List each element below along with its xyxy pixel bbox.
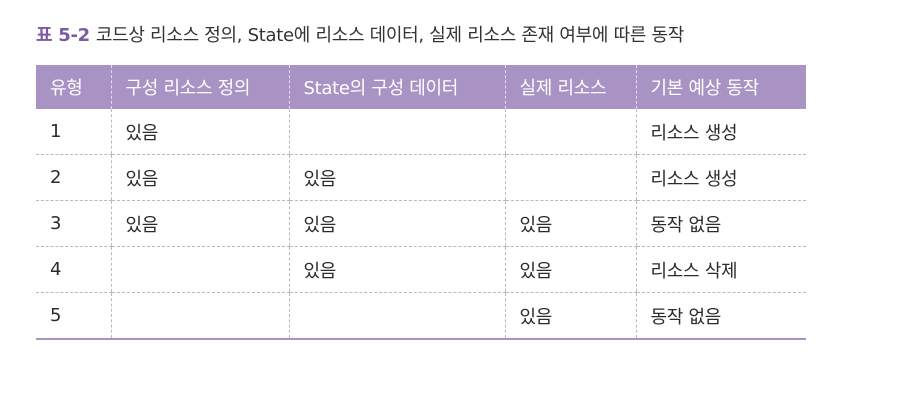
header-config-resource-definition: 구성 리소스 정의 bbox=[110, 65, 289, 109]
cell-state-config-data bbox=[288, 292, 505, 340]
cell-actual-resource: 있음 bbox=[504, 246, 636, 293]
table-row: 4 있음 있음 리소스 삭제 bbox=[36, 246, 806, 293]
table-row: 1 있음 리소스 생성 bbox=[36, 109, 806, 155]
cell-type: 5 bbox=[36, 292, 111, 340]
header-type: 유형 bbox=[36, 65, 111, 109]
header-actual-resource: 실제 리소스 bbox=[504, 65, 636, 109]
table-row: 2 있음 있음 리소스 생성 bbox=[36, 154, 806, 201]
cell-state-config-data bbox=[288, 109, 505, 155]
table-row: 5 있음 동작 없음 bbox=[36, 292, 806, 340]
cell-state-config-data: 있음 bbox=[288, 154, 505, 201]
header-state-config-data: State의 구성 데이터 bbox=[288, 65, 505, 109]
cell-expected-behavior: 리소스 생성 bbox=[635, 154, 806, 201]
cell-config-resource-definition: 있음 bbox=[110, 109, 289, 155]
cell-expected-behavior: 동작 없음 bbox=[635, 200, 806, 247]
cell-state-config-data: 있음 bbox=[288, 200, 505, 247]
cell-config-resource-definition: 있음 bbox=[110, 154, 289, 201]
cell-type: 1 bbox=[36, 109, 111, 155]
cell-config-resource-definition bbox=[110, 246, 289, 293]
table-title: 코드상 리소스 정의, State에 리소스 데이터, 실제 리소스 존재 여부… bbox=[95, 25, 685, 46]
cell-actual-resource bbox=[504, 154, 636, 201]
behavior-table: 유형 구성 리소스 정의 State의 구성 데이터 실제 리소스 기본 예상 … bbox=[36, 65, 806, 340]
cell-config-resource-definition: 있음 bbox=[110, 200, 289, 247]
cell-expected-behavior: 리소스 생성 bbox=[635, 109, 806, 155]
table-header-row: 유형 구성 리소스 정의 State의 구성 데이터 실제 리소스 기본 예상 … bbox=[36, 65, 806, 109]
table-row: 3 있음 있음 있음 동작 없음 bbox=[36, 200, 806, 247]
cell-expected-behavior: 동작 없음 bbox=[635, 292, 806, 340]
table-caption: 표 5-2 코드상 리소스 정의, State에 리소스 데이터, 실제 리소스 … bbox=[36, 24, 684, 48]
cell-actual-resource bbox=[504, 109, 636, 155]
cell-state-config-data: 있음 bbox=[288, 246, 505, 293]
header-expected-behavior: 기본 예상 동작 bbox=[635, 65, 806, 109]
table-number: 표 5-2 bbox=[36, 25, 90, 46]
cell-actual-resource: 있음 bbox=[504, 200, 636, 247]
cell-type: 2 bbox=[36, 154, 111, 201]
cell-type: 4 bbox=[36, 246, 111, 293]
cell-actual-resource: 있음 bbox=[504, 292, 636, 340]
cell-config-resource-definition bbox=[110, 292, 289, 340]
cell-type: 3 bbox=[36, 200, 111, 247]
cell-expected-behavior: 리소스 삭제 bbox=[635, 246, 806, 293]
